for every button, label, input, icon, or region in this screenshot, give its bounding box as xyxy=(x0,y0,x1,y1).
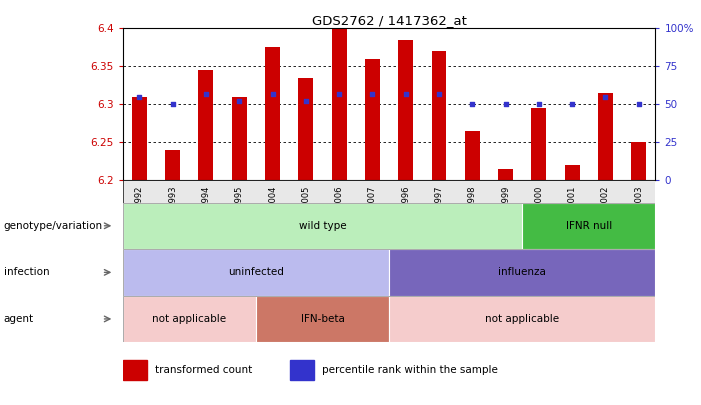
Point xyxy=(334,90,345,97)
Text: GSM71994: GSM71994 xyxy=(201,185,210,231)
Bar xyxy=(256,296,389,342)
Title: GDS2762 / 1417362_at: GDS2762 / 1417362_at xyxy=(312,14,466,27)
Text: GSM72004: GSM72004 xyxy=(268,185,277,231)
Bar xyxy=(123,249,389,296)
Text: percentile rank within the sample: percentile rank within the sample xyxy=(322,365,498,375)
Text: transformed count: transformed count xyxy=(155,365,252,375)
Text: GSM71996: GSM71996 xyxy=(401,185,410,231)
Text: GSM71999: GSM71999 xyxy=(501,185,510,231)
Bar xyxy=(332,28,346,180)
Text: not applicable: not applicable xyxy=(485,314,559,324)
Bar xyxy=(365,59,380,180)
Text: uninfected: uninfected xyxy=(228,267,284,277)
Bar xyxy=(432,51,447,180)
Text: wild type: wild type xyxy=(299,221,346,231)
Point xyxy=(400,90,411,97)
Point xyxy=(367,90,378,97)
Bar xyxy=(389,296,655,342)
Point xyxy=(200,90,212,97)
Bar xyxy=(265,47,280,180)
Text: IFNR null: IFNR null xyxy=(566,221,612,231)
Text: genotype/variation: genotype/variation xyxy=(4,221,102,231)
Point xyxy=(267,90,278,97)
Bar xyxy=(565,165,580,180)
Bar xyxy=(132,97,147,180)
Point xyxy=(433,90,444,97)
Point xyxy=(233,98,245,104)
Text: GSM71993: GSM71993 xyxy=(168,185,177,231)
Bar xyxy=(198,70,213,180)
Point xyxy=(533,101,545,107)
Point xyxy=(167,101,178,107)
Text: GSM72002: GSM72002 xyxy=(601,185,610,231)
Point xyxy=(467,101,478,107)
Point xyxy=(600,94,611,100)
Text: GSM72006: GSM72006 xyxy=(334,185,343,231)
Text: GSM72000: GSM72000 xyxy=(534,185,543,231)
Bar xyxy=(465,131,479,180)
Bar xyxy=(165,150,180,180)
Text: not applicable: not applicable xyxy=(152,314,226,324)
Bar xyxy=(290,360,315,380)
Text: GSM72007: GSM72007 xyxy=(368,185,377,231)
Point xyxy=(633,101,644,107)
Point xyxy=(500,101,511,107)
Bar xyxy=(123,296,256,342)
Point xyxy=(300,98,311,104)
Bar xyxy=(299,78,313,180)
Text: GSM71998: GSM71998 xyxy=(468,185,477,231)
Bar xyxy=(123,360,147,380)
Text: GSM71997: GSM71997 xyxy=(435,185,444,231)
Bar xyxy=(123,202,522,249)
Bar xyxy=(522,202,655,249)
Bar xyxy=(232,97,247,180)
Text: IFN-beta: IFN-beta xyxy=(301,314,344,324)
Point xyxy=(566,101,578,107)
Bar xyxy=(598,93,613,180)
Text: infection: infection xyxy=(4,267,49,277)
Text: GSM72005: GSM72005 xyxy=(301,185,311,231)
Bar xyxy=(531,108,546,180)
Text: influenza: influenza xyxy=(498,267,546,277)
Text: GSM71995: GSM71995 xyxy=(235,185,244,231)
Text: GSM72001: GSM72001 xyxy=(568,185,577,231)
Bar xyxy=(398,40,413,180)
Point xyxy=(134,94,145,100)
Text: GSM71992: GSM71992 xyxy=(135,185,144,231)
Bar xyxy=(498,169,513,180)
Text: agent: agent xyxy=(4,314,34,324)
Bar xyxy=(632,142,646,180)
Text: GSM72003: GSM72003 xyxy=(634,185,644,231)
Bar xyxy=(389,249,655,296)
